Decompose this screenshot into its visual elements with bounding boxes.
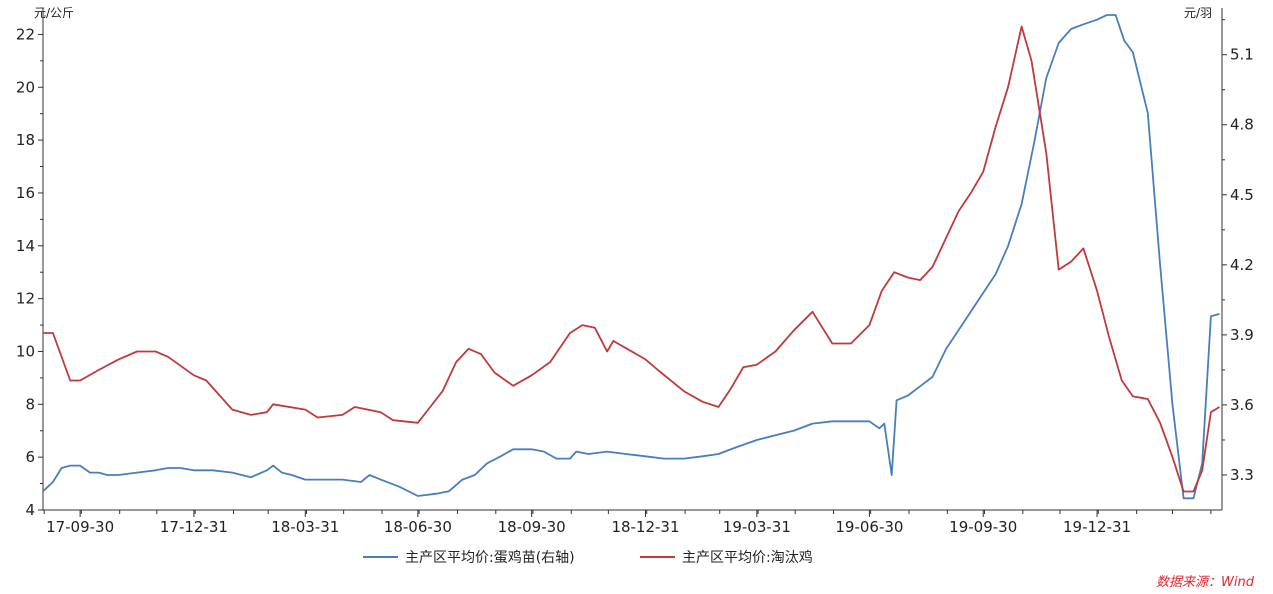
right-tick-label: 4.5 <box>1230 186 1254 204</box>
x-tick-label: 18-03-31 <box>271 518 339 536</box>
series-line-chick-price <box>42 14 1220 500</box>
left-tick-label: 14 <box>16 237 35 255</box>
series-line-culled-hen-price <box>43 25 1220 493</box>
legend: 主产区平均价:蛋鸡苗(右轴) 主产区平均价:淘汰鸡 <box>363 549 813 566</box>
legend-label: 主产区平均价:蛋鸡苗(右轴) <box>405 549 575 566</box>
right-y-axis: 3.3 3.6 3.9 4.2 4.5 4.8 5.1 <box>1221 8 1254 510</box>
left-tick-label: 8 <box>25 395 35 413</box>
left-tick-label: 22 <box>16 25 35 43</box>
data-source-note: 数据来源：Wind <box>1156 575 1255 590</box>
x-tick-label: 18-09-30 <box>498 518 566 536</box>
x-tick-label: 19-12-31 <box>1063 518 1131 536</box>
left-tick-label: 6 <box>25 448 35 466</box>
right-tick-label: 3.9 <box>1230 326 1254 344</box>
right-tick-label: 5.1 <box>1230 46 1254 64</box>
left-tick-label: 16 <box>16 184 35 202</box>
right-axis-unit: 元/羽 <box>1184 6 1212 20</box>
x-axis: 17-09-30 17-12-31 18-03-31 18-06-30 18-09-30… <box>43 509 1222 536</box>
x-tick-label: 17-09-30 <box>46 518 114 536</box>
x-tick-label: 19-06-30 <box>835 518 903 536</box>
x-tick-label: 19-03-31 <box>723 518 791 536</box>
left-axis-unit: 元/公斤 <box>34 6 74 20</box>
x-tick-label: 17-12-31 <box>160 518 228 536</box>
x-tick-label: 18-12-31 <box>611 518 679 536</box>
left-tick-label: 18 <box>16 131 35 149</box>
right-tick-label: 3.6 <box>1230 396 1254 414</box>
left-tick-label: 20 <box>16 78 35 96</box>
left-tick-label: 12 <box>16 290 35 308</box>
right-tick-label: 4.2 <box>1230 256 1254 274</box>
right-tick-label: 4.8 <box>1230 116 1254 134</box>
left-tick-label: 4 <box>25 501 35 519</box>
x-tick-label: 19-09-30 <box>949 518 1017 536</box>
legend-label: 主产区平均价:淘汰鸡 <box>682 549 813 566</box>
right-tick-label: 3.3 <box>1230 466 1254 484</box>
plot-area <box>42 14 1220 500</box>
x-tick-label: 18-06-30 <box>384 518 452 536</box>
left-tick-label: 10 <box>16 342 35 360</box>
left-y-axis: 4 6 8 10 12 14 16 18 20 22 <box>16 7 44 519</box>
